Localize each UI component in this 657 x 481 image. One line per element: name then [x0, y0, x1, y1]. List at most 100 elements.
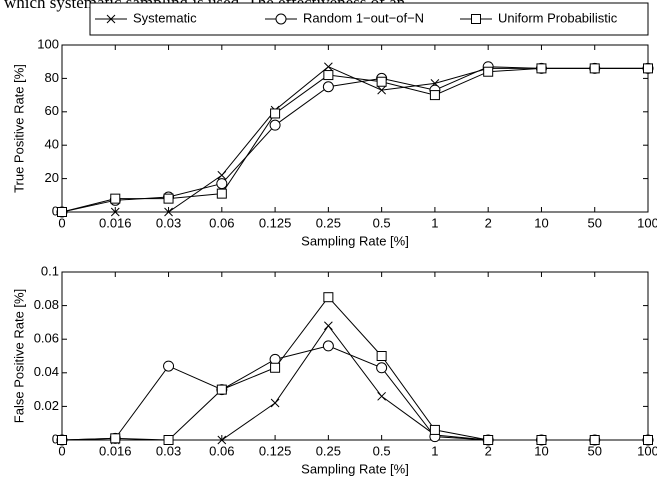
- x-tick-label: 100: [637, 215, 657, 230]
- marker: [217, 170, 227, 180]
- marker: [110, 207, 120, 217]
- x-tick-label: 10: [534, 215, 548, 230]
- marker-square: [163, 193, 174, 204]
- marker: [643, 435, 653, 445]
- series-line: [61, 296, 648, 441]
- x-tick-label: 0.03: [156, 215, 181, 230]
- x-tick-label: 0.016: [99, 215, 132, 230]
- marker-square: [643, 435, 653, 445]
- y-tick-label: 0: [52, 203, 59, 218]
- marker: [269, 119, 281, 131]
- marker: [589, 435, 600, 445]
- y-axis-label: False Positive Rate [%]: [11, 289, 26, 423]
- marker: [57, 207, 67, 217]
- marker-square: [471, 14, 481, 24]
- marker: [323, 292, 334, 303]
- x-tick-label: 50: [587, 443, 601, 458]
- x-tick-label: 0.125: [259, 215, 292, 230]
- y-tick-label: 0.04: [34, 364, 59, 379]
- marker: [270, 398, 280, 408]
- y-tick-label: 60: [45, 103, 59, 118]
- x-tick-label: 0.25: [316, 215, 341, 230]
- marker-square: [376, 76, 387, 87]
- marker-square: [323, 70, 334, 81]
- y-tick-label: 0.08: [34, 297, 59, 312]
- marker-square: [483, 435, 494, 445]
- marker: [377, 391, 386, 401]
- y-tick-label: 0.02: [34, 398, 59, 413]
- series-line: [62, 66, 648, 213]
- marker: [483, 66, 494, 77]
- marker: [216, 384, 227, 395]
- x-tick-label: 0.06: [209, 215, 234, 230]
- x-tick-label: 50: [587, 215, 601, 230]
- legend-box: [89, 2, 649, 36]
- series-line: [62, 324, 648, 441]
- marker-x: [217, 435, 227, 445]
- marker: [57, 435, 67, 445]
- series-line: [61, 345, 648, 441]
- marker-square: [110, 193, 121, 204]
- marker-circle: [322, 340, 334, 352]
- x-tick-label: 0.25: [316, 443, 341, 458]
- x-tick-label: 100: [637, 443, 657, 458]
- marker-square: [429, 90, 440, 101]
- legend-label: Random 1−out−of−N: [303, 10, 424, 25]
- marker-square: [163, 435, 174, 445]
- marker: [163, 435, 174, 445]
- marker-square: [270, 108, 281, 119]
- x-tick-label: 1: [431, 443, 438, 458]
- marker-x: [164, 207, 173, 217]
- y-axis-label: True Positive Rate [%]: [11, 64, 26, 193]
- marker-circle: [216, 178, 228, 190]
- marker: [270, 362, 281, 373]
- marker: [216, 178, 228, 190]
- marker-square: [216, 384, 227, 395]
- x-tick-label: 2: [485, 443, 492, 458]
- marker: [376, 76, 387, 87]
- marker-circle: [275, 13, 287, 25]
- x-axis-label: Sampling Rate [%]: [301, 461, 409, 476]
- marker-x: [377, 391, 386, 401]
- marker-square: [589, 63, 600, 74]
- x-tick-label: 0: [58, 215, 65, 230]
- marker-circle: [269, 119, 281, 131]
- marker-x: [106, 14, 116, 24]
- marker: [643, 63, 653, 74]
- marker-square: [57, 207, 67, 217]
- marker: [216, 188, 227, 199]
- x-tick-label: 0.125: [259, 443, 292, 458]
- legend-label: Systematic: [133, 10, 197, 25]
- marker-square: [483, 66, 494, 77]
- marker: [536, 63, 547, 74]
- y-tick-label: 0: [52, 431, 59, 446]
- marker: [324, 62, 333, 72]
- marker-x: [110, 207, 120, 217]
- x-tick-label: 0.5: [373, 443, 391, 458]
- marker-square: [57, 435, 67, 445]
- marker-square: [110, 433, 121, 444]
- marker-x: [324, 62, 333, 72]
- marker-square: [643, 63, 653, 74]
- marker-square: [536, 435, 547, 445]
- plot-frame: [61, 271, 649, 441]
- marker-x: [270, 398, 280, 408]
- marker: [376, 362, 388, 374]
- marker-square: [216, 188, 227, 199]
- marker: [275, 13, 287, 25]
- marker: [536, 435, 547, 445]
- marker-square: [536, 63, 547, 74]
- x-tick-label: 2: [485, 215, 492, 230]
- x-axis-label: Sampling Rate [%]: [301, 233, 409, 248]
- series-line: [61, 67, 648, 213]
- y-tick-label: 0.1: [41, 263, 59, 278]
- legend-label: Uniform Probabilistic: [498, 10, 618, 25]
- y-tick-label: 40: [45, 137, 59, 152]
- x-tick-label: 10: [534, 443, 548, 458]
- marker-square: [376, 351, 387, 361]
- marker: [110, 433, 121, 444]
- marker-circle: [322, 81, 334, 93]
- marker: [376, 351, 387, 361]
